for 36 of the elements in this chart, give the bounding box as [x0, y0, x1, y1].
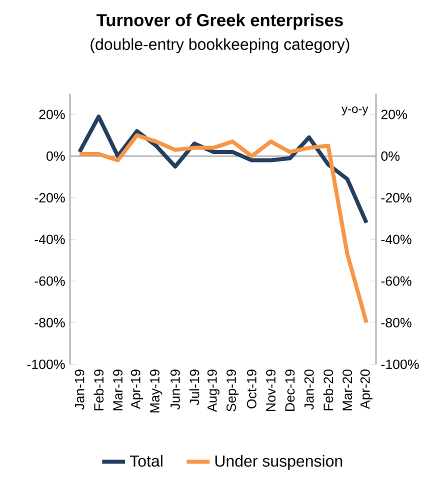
annotation: y-o-y: [342, 106, 368, 116]
y2-tick-label: -60%: [381, 276, 412, 286]
y-tick-label: -20%: [34, 193, 65, 202]
x-tick-label: Mar-19: [113, 370, 123, 410]
x-tick-label: Dec-19: [285, 370, 295, 411]
x-tick-label: Jan-19: [74, 370, 84, 410]
chart-title: Turnover of Greek enterprises: [96, 14, 343, 30]
y2-tick-label: -20%: [381, 193, 412, 202]
legend-label: Total: [130, 454, 162, 467]
legend-label: Under suspension: [215, 454, 342, 470]
y2-tick-label: 0%: [381, 151, 400, 161]
x-tick-label: Feb-20: [323, 370, 334, 410]
x-tick-label: Aug-19: [207, 370, 220, 412]
y2-tick-label: -80%: [381, 318, 412, 328]
y-tick-label: -100%: [27, 360, 65, 370]
x-tick-label: Nov-19: [266, 370, 276, 411]
y2-tick-label: -100%: [381, 360, 419, 370]
chart-subtitle: (double-entry bookkeeping category): [90, 38, 350, 54]
x-tick-label: Jan-20: [304, 370, 314, 410]
y-tick-label: -80%: [34, 318, 65, 328]
y2-tick-label: -40%: [381, 234, 412, 244]
x-tick-label: May-19: [150, 370, 162, 412]
y-tick-label: -40%: [34, 234, 65, 244]
x-tick-label: Apr-20: [360, 370, 372, 410]
y-tick-label: 20%: [39, 110, 65, 120]
x-tick-label: Jun-19: [170, 370, 180, 410]
x-tick-label: Feb-19: [94, 370, 104, 410]
y-tick-label: -60%: [34, 276, 65, 286]
x-tick-label: Apr-19: [130, 370, 143, 410]
line-series: [78, 133, 368, 325]
y-tick-label: 0%: [46, 151, 65, 161]
x-tick-label: Jul-19: [189, 370, 200, 406]
x-tick-label: Sep-19: [226, 370, 239, 412]
x-tick-label: Oct-19: [246, 370, 256, 408]
x-tick-label: Mar-20: [342, 370, 352, 410]
y2-tick-label: 20%: [381, 110, 407, 120]
